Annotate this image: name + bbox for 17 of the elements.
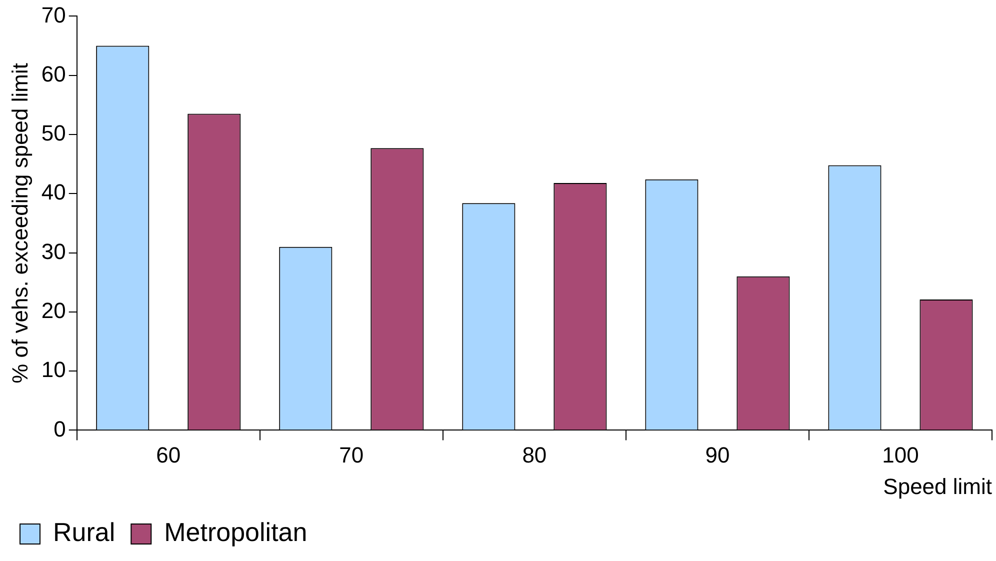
y-tick-label: 40 <box>41 180 66 205</box>
x-axis-title: Speed limit <box>883 474 992 499</box>
y-tick-label: 20 <box>41 298 66 323</box>
y-tick-label: 60 <box>41 61 66 86</box>
y-tick-label: 50 <box>41 120 66 146</box>
y-tick-label: 30 <box>41 238 66 264</box>
x-tick-label: 80 <box>522 442 547 468</box>
y-axis-title: % of vehs. exceeding speed limit <box>7 62 32 384</box>
legend-label: Metropolitan <box>164 517 308 548</box>
legend-label: Rural <box>53 517 116 548</box>
x-tick-label: 70 <box>339 442 364 468</box>
x-tick-label: 90 <box>705 442 730 468</box>
x-tick-label: 100 <box>882 442 919 468</box>
y-tick-label: 70 <box>41 2 66 28</box>
x-tick-label: 60 <box>156 442 181 468</box>
y-tick-label: 10 <box>41 357 66 382</box>
y-tick-label: 0 <box>54 416 66 442</box>
